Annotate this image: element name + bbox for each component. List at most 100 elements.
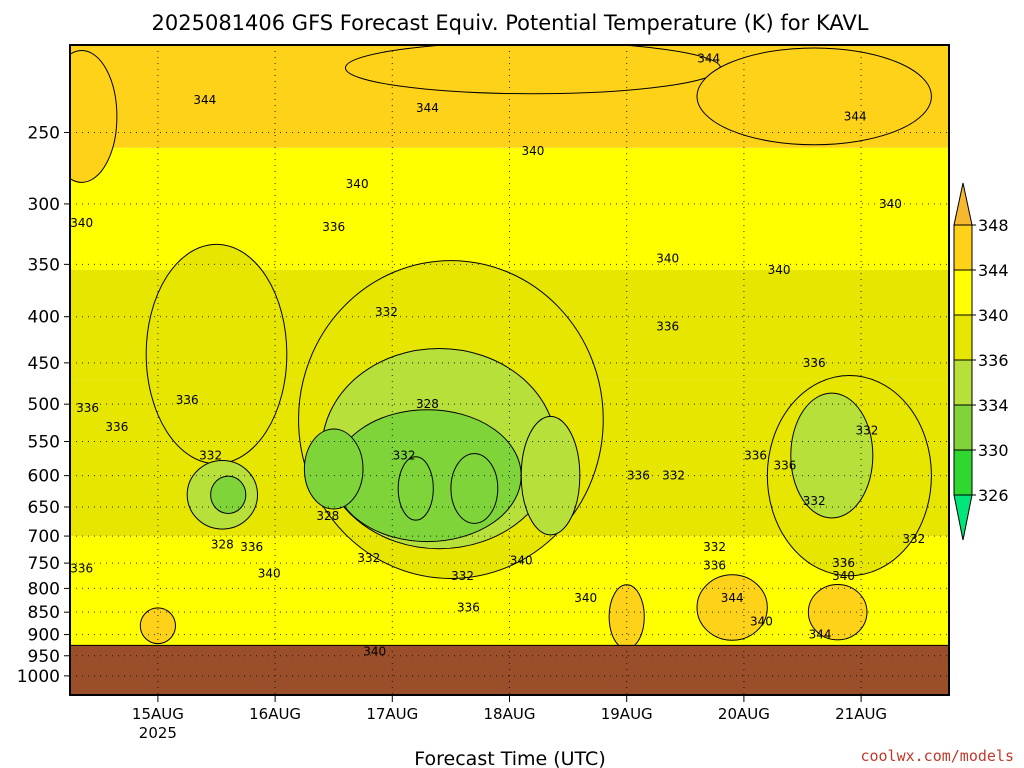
contour-label: 336 [773,459,796,473]
theta-e-region [139,607,176,645]
y-tick-label: 250 [28,123,60,143]
grid-lines [70,45,949,695]
contour-label: 336 [70,561,93,575]
colorbar-extend-top [953,182,973,226]
colorbar-label: 334 [978,396,1009,415]
y-axis: 250 300 350 400 450 500 550 600 650 700 750 800 850 9… [17,123,70,687]
contour-label: 332 [902,532,925,546]
contour-label: 336 [176,393,199,407]
contour-label: 340 [70,216,93,230]
y-tick-label: 500 [28,395,60,415]
contour-label: 340 [574,591,597,605]
contour-label: 336 [744,449,767,463]
contour-label: 344 [697,51,720,65]
y-tick-label: 1000 [17,667,60,687]
contour-label: 328 [416,397,439,411]
y-tick-label: 550 [28,433,60,453]
contour-label: 340 [768,263,791,277]
x-tick-label: 19AUG [601,705,653,723]
x-tick-label: 17AUG [366,705,418,723]
contour-label: 340 [363,645,386,659]
y-tick-label: 750 [28,554,60,574]
contour-label: 332 [803,494,826,508]
chart-title: 2025081406 GFS Forecast Equiv. Potential… [152,11,869,35]
contour-label: 332 [357,551,380,565]
colorbar-segment [953,224,973,271]
theta-e-region [696,47,932,146]
contour-label: 336 [105,420,128,434]
contour-label: 336 [76,401,99,415]
contour-label: 332 [375,305,398,319]
colorbar-segment [953,269,973,316]
y-tick-label: 600 [28,467,60,487]
theta-e-region [303,428,364,510]
contour-label: 336 [703,559,726,573]
contour-label: 340 [521,144,544,158]
colorbar-label: 340 [978,306,1009,325]
contour-label: 332 [393,449,416,463]
theta-e-region [696,574,768,641]
contour-label: 344 [721,591,744,605]
y-tick-label: 650 [28,498,60,518]
x-tick-label: 16AUG [249,705,301,723]
theta-e-region [344,45,721,95]
contour-label: 344 [809,628,832,642]
ground-mask [70,645,949,695]
contour-label: 340 [656,252,679,266]
x-tick-label: 21AUG [835,705,887,723]
contour-label: 336 [457,601,480,615]
colorbar-segment [953,359,973,406]
colorbar-label: 326 [978,486,1009,505]
contour-label: 344 [193,93,216,107]
x-tick-sublabel: 2025 [139,724,177,742]
contour-label: 340 [879,197,902,211]
contour-label: 336 [322,220,345,234]
y-tick-label: 700 [28,527,60,547]
colorbar-segment [953,404,973,451]
theta-e-region [397,456,434,521]
y-tick-label: 800 [28,579,60,599]
colorbar-segment [953,314,973,361]
y-tick-label: 350 [28,255,60,275]
contour-label: 332 [856,424,879,438]
contour-label: 340 [832,569,855,583]
x-tick-label: 18AUG [484,705,536,723]
contour-label: 332 [703,540,726,554]
y-tick-label: 450 [28,354,60,374]
contour-label: 344 [416,101,439,115]
theta-e-region [790,392,874,519]
contour-labels: 344 344 344 344 340 340 340 340 340 340 336 336 336 3… [70,51,925,658]
contour-label: 332 [199,449,222,463]
contour-label: 340 [346,177,369,191]
colorbar-label: 348 [978,216,1009,235]
y-tick-label: 300 [28,195,60,215]
y-tick-label: 400 [28,308,60,328]
x-axis-label: Forecast Time (UTC) [414,748,605,768]
colorbar-segment [953,449,973,496]
contour-label: 336 [803,356,826,370]
colorbar-label: 336 [978,351,1009,370]
colorbar-extend-bottom [953,494,973,541]
credit-text: coolwx.com/models [860,747,1014,765]
contour-label: 340 [258,566,281,580]
theta-e-region [70,50,118,183]
y-tick-label: 900 [28,626,60,646]
contour-label: 332 [662,469,685,483]
x-tick-label: 15AUG [132,705,184,723]
contour-label: 336 [240,540,263,554]
contour-label: 340 [510,553,533,567]
contour-label: 344 [844,109,867,123]
contour-label: 328 [316,509,339,523]
contour-label: 332 [451,569,474,583]
colorbar-label: 330 [978,441,1009,460]
x-tick-label: 20AUG [718,705,770,723]
theta-e-region [450,453,499,524]
y-tick-label: 850 [28,603,60,623]
theta-e-region [210,475,247,514]
colorbar-legend: 348 344 340 336 334 330 326 [953,182,1009,541]
theta-e-region [145,243,288,465]
y-tick-label: 950 [28,647,60,667]
contour-label: 336 [656,319,679,333]
